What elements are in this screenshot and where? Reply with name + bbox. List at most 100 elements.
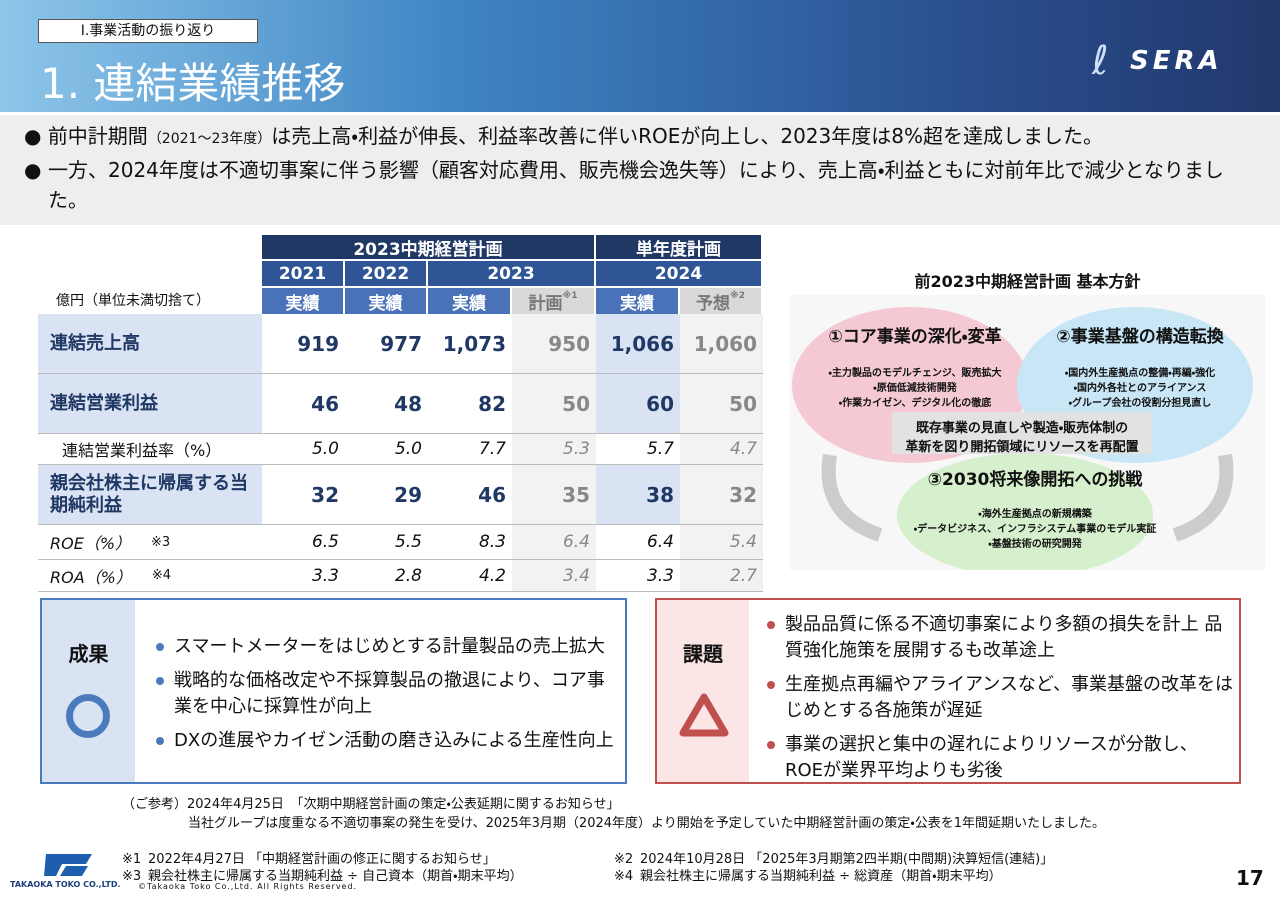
circle-heading: ②事業基盤の構造転換 (1056, 327, 1224, 347)
row-label-text: 連結営業利益 (50, 392, 158, 414)
column-header: 計画 ※1 (512, 286, 596, 314)
column-label: 実績 (368, 293, 403, 314)
row-label: ROA（%） ※4 (38, 560, 262, 592)
table-value: 5.3 (512, 434, 596, 465)
row-label: 連結営業利益 (38, 374, 262, 434)
year-header: 2021 (262, 259, 345, 286)
column-label: 実績 (452, 293, 486, 314)
circle-item: ・基盤技術の研究開発 (988, 539, 1082, 550)
circle-future (897, 453, 1153, 570)
bullet: ● 一方、2024年度は不適切事案に伴う影響（顧客対応費用、販売機会逸失等）により… (24, 155, 1249, 215)
table-value: 4.2 (428, 560, 512, 592)
table-value: 35 (512, 465, 596, 525)
table-value: 5.5 (345, 525, 428, 560)
footnote-text: 親会社株主に帰属する当期純利益 ÷ 総資産（期首・期末平均） (640, 869, 1002, 884)
summary: ● 前中計期間（2021～23年度）は売上高・利益が伸長、利益率改善に伴いROE… (0, 115, 1280, 225)
bullet-item: 製品品質に係る不適切事案により多額の損失を計上 品質強化施策を展開するも改革途上 (765, 612, 1235, 664)
row-label-text: ROE（%） (50, 534, 132, 553)
column-header: 実績 (345, 286, 428, 314)
issues-list: 製品品質に係る不適切事案により多額の損失を計上 品質強化施策を展開するも改革途上… (765, 612, 1235, 792)
table-value: 32 (262, 465, 345, 525)
table-value: 29 (345, 465, 428, 525)
logo: SERA (1130, 46, 1223, 76)
table-value: 82 (428, 374, 512, 434)
circle-item: ・国内外生産拠点の整備・再編・強化 (1064, 368, 1216, 379)
table-value: 4.7 (680, 434, 763, 465)
section-label: Ⅰ.事業活動の振り返り (38, 19, 258, 43)
reference-text: 当社グループは度重なる不適切事案の発生を受け、2025年3月期（2024年度）よ… (188, 816, 1106, 831)
table-value: 1,060 (680, 314, 763, 374)
bullet-lead: 前中計期間 (47, 124, 148, 148)
arrow (1172, 453, 1234, 542)
row-label-text: 連結売上高 (50, 332, 140, 354)
page-number: 17 (1236, 866, 1264, 890)
table-value: 5.7 (596, 434, 680, 465)
column-note: ※1 (562, 291, 578, 301)
table-value: 5.0 (345, 434, 428, 465)
table-value: 5.0 (262, 434, 345, 465)
table-value: 46 (428, 465, 512, 525)
table-value: 48 (345, 374, 428, 434)
column-header: 実績 (262, 286, 345, 314)
bullet-item: スマートメーターをはじめとする計量製品の売上拡大 (154, 634, 619, 660)
results-box: 成果 スマートメーターをはじめとする計量製品の売上拡大 戦略的な価格改定や不採算製… (40, 598, 627, 784)
row-label: 連結売上高 (38, 314, 262, 374)
footnote-text: 2022年4月27日 「中期経営計画の修正に関するお知らせ」 (148, 852, 496, 867)
footnote: ※3 親会社株主に帰属する当期純利益 ÷ 自己資本（期首・期末平均） (122, 865, 523, 884)
circle-icon (66, 694, 110, 738)
ref-date: 2024年4月25日 (187, 797, 284, 812)
circle-item: ・原価低減技術開発 (873, 383, 957, 394)
slide-title: 1. 連結業績推移 (40, 59, 346, 108)
column-label: 予想 (695, 293, 730, 314)
table-value: 5.4 (680, 525, 763, 560)
results-list: スマートメーターをはじめとする計量製品の売上拡大 戦略的な価格改定や不採算製品の撤… (154, 634, 619, 762)
circle-item: ・国内外各社とのアライアンス (1073, 383, 1207, 394)
circle-heading: ③2030将来像開拓への挑戦 (927, 470, 1143, 490)
bullet-text: 一方、2024年度は不適切事案に伴う影響（顧客対応費用、販売機会逸失等）により、… (48, 158, 1224, 212)
year-header: 2024 (596, 259, 763, 286)
circle-item: ・作業カイゼン、デジタル化の徹底 (838, 398, 992, 409)
results-label: 成果 (68, 642, 109, 666)
table-value: 6.4 (512, 525, 596, 560)
footnote: ※1 2022年4月27日 「中期経営計画の修正に関するお知らせ」 (122, 848, 496, 867)
company-name: TAKAOKA TOKO CO.,LTD. (10, 880, 121, 889)
table-value: 60 (596, 374, 680, 434)
row-label-text: 連結営業利益率（%） (62, 441, 222, 460)
table-value: 3.4 (512, 560, 596, 592)
table-value: 2.7 (680, 560, 763, 592)
circle-item: ・グループ会社の役割分担見直し (1068, 398, 1212, 409)
row-note: ※3 (151, 534, 171, 550)
column-label: 実績 (620, 293, 654, 314)
table-value: 1,073 (428, 314, 512, 374)
column-header: 実績 (596, 286, 680, 314)
table-value: 32 (680, 465, 763, 525)
row-note: ※4 (151, 568, 172, 583)
table-value: 8.3 (428, 525, 512, 560)
footnote-mark: ※1 (122, 852, 142, 867)
center-text: 既存事業の見直しや製造・販売体制の (915, 421, 1129, 436)
circle-heading: ①コア事業の深化・変革 (828, 327, 1002, 347)
circle-item: ・主力製品のモデルチェンジ、販売拡大 (828, 368, 1002, 379)
year-header: 2022 (345, 259, 428, 286)
arrow (821, 453, 883, 542)
table-value: 50 (512, 374, 596, 434)
table-value: 7.7 (428, 434, 512, 465)
table-value: 2.8 (345, 560, 428, 592)
row-label: 連結営業利益率（%） (38, 434, 262, 465)
group-header: 単年度計画 (596, 235, 763, 260)
reference-head: （ご参考）2024年4月25日 「次期中期経営計画の策定・公表延期に関するお知ら… (122, 793, 620, 812)
table-value: 6.4 (596, 525, 680, 560)
year-header: 2023 (428, 259, 596, 286)
column-label: 実績 (285, 293, 320, 314)
table-value: 3.3 (262, 560, 345, 592)
table-value: 38 (596, 465, 680, 525)
footnote-text: 2024年10月28日 「2025年3月期第2四半期(中間期)決算短信(連結)」 (640, 852, 1054, 867)
bullet-note: （2021～23年度） (147, 131, 272, 147)
circle-item: ・海外生産拠点の新規構築 (978, 509, 1092, 520)
bullet-text: は売上高・利益が伸長、利益率改善に伴いROEが向上し、2023年度は8%超を達成… (271, 124, 1103, 148)
table-value: 977 (345, 314, 428, 374)
table-value: 3.3 (596, 560, 680, 592)
footnote-mark: ※2 (614, 852, 634, 867)
table-value: 46 (262, 374, 345, 434)
bullet: ● 前中計期間（2021～23年度）は売上高・利益が伸長、利益率改善に伴いROE… (24, 124, 1103, 148)
